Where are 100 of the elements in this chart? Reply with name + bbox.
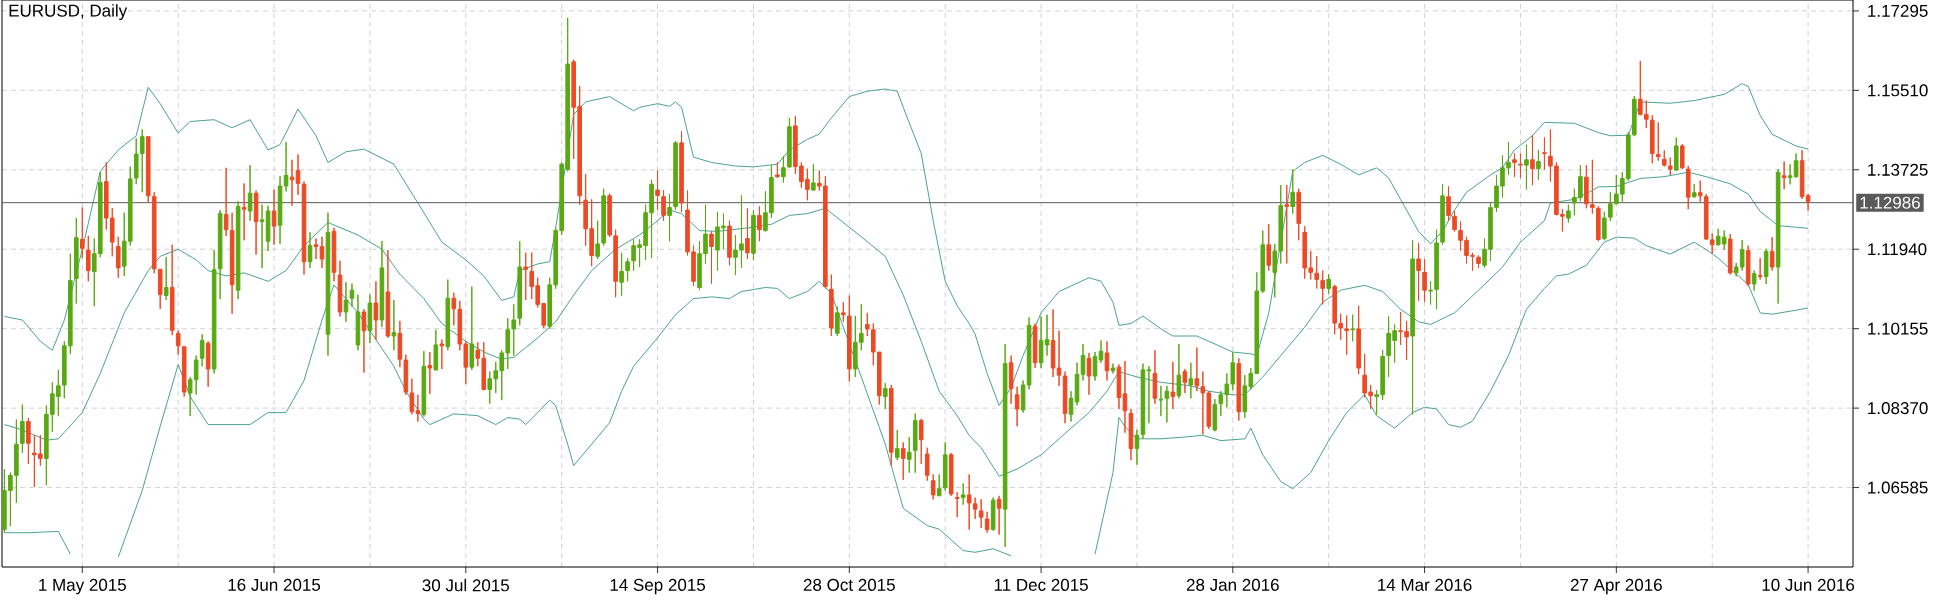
candlestick: [271, 189, 277, 246]
candlestick: [1691, 183, 1697, 199]
candlestick: [811, 163, 816, 191]
candlestick: [1452, 210, 1457, 232]
x-tick-label: 14 Mar 2016: [1378, 578, 1472, 591]
candlestick: [775, 161, 780, 179]
candlestick: [1356, 305, 1361, 375]
candlestick: [361, 308, 367, 374]
candlestick: [1524, 144, 1529, 191]
candlestick: [115, 236, 121, 279]
candlestick: [253, 189, 259, 256]
candlestick: [391, 299, 397, 351]
candlestick: [930, 473, 936, 500]
candlestick: [1584, 164, 1589, 209]
candlestick: [1530, 134, 1535, 186]
candlestick: [1512, 153, 1517, 178]
candlestick: [1092, 351, 1098, 382]
candlestick: [319, 236, 325, 269]
x-tick-label: 10 Jun 2016: [1762, 578, 1855, 591]
candlestick: [1763, 248, 1769, 285]
y-tick-label: 1.08370: [1868, 402, 1928, 415]
candlestick: [918, 418, 924, 465]
candlestick: [1320, 270, 1325, 305]
candlestick: [199, 333, 205, 367]
ref-line-label: 1.12986: [1860, 196, 1920, 209]
candlestick: [325, 212, 331, 357]
candlestick: [307, 231, 313, 269]
candlestick: [289, 159, 295, 207]
candlestick: [223, 167, 229, 237]
candlestick: [942, 441, 948, 491]
candlestick: [1152, 349, 1158, 405]
candlestick: [906, 436, 912, 474]
candlestick: [1649, 114, 1655, 164]
candlestick: [1176, 343, 1182, 399]
candlestick: [85, 235, 91, 282]
candlestick: [175, 330, 181, 356]
candlestick: [1428, 280, 1433, 305]
candlestick: [295, 153, 301, 196]
candlestick: [900, 441, 906, 481]
candlestick: [343, 281, 349, 323]
candlestick: [996, 495, 1002, 536]
candlestick: [349, 283, 355, 308]
candlestick: [1590, 159, 1595, 215]
candlestick: [841, 301, 846, 323]
candlestick: [163, 256, 169, 301]
x-tick-label: 28 Jan 2016: [1186, 578, 1279, 591]
candlestick: [1679, 143, 1685, 170]
candlestick: [1542, 137, 1547, 171]
candlestick: [157, 268, 163, 310]
candlestick: [847, 295, 852, 382]
candlestick: [469, 286, 475, 371]
y-tick-label: 1.17295: [1868, 4, 1928, 17]
candlestick: [679, 130, 684, 213]
candlestick: [894, 429, 900, 461]
candlestick: [217, 209, 223, 300]
candlestick: [1158, 385, 1164, 417]
candlestick: [1236, 357, 1242, 422]
candlestick: [1416, 242, 1421, 302]
candlestick: [241, 182, 247, 241]
candlestick: [1422, 258, 1427, 303]
candlestick: [26, 417, 31, 465]
candlestick: [145, 136, 151, 203]
x-tick-label: 1 May 2015: [39, 578, 126, 595]
candlestick: [80, 206, 85, 259]
candlestick: [835, 306, 840, 337]
candlestick: [1080, 343, 1086, 382]
candlestick: [745, 207, 750, 260]
candlestick: [751, 209, 756, 261]
candlestick: [1518, 153, 1523, 179]
candlestick: [709, 230, 714, 284]
y-tick-label: 1.10155: [1868, 322, 1928, 335]
candlestick: [1098, 339, 1104, 364]
candlestick: [625, 257, 630, 282]
candlestick: [1446, 185, 1451, 222]
candlestick: [1014, 386, 1020, 427]
candlestick: [247, 164, 253, 222]
chart-title: EURUSD, Daily: [9, 4, 128, 21]
candlestick: [445, 278, 451, 351]
candlestick: [1284, 184, 1290, 264]
candlestick: [283, 141, 289, 192]
candlestick: [1068, 390, 1074, 422]
x-tick-label: 28 Oct 2015: [803, 578, 895, 591]
x-tick-label: 30 Jul 2015: [422, 578, 510, 592]
candlestick: [1781, 161, 1787, 190]
candlestick: [1170, 361, 1176, 410]
candlestick: [337, 260, 343, 317]
candlestick: [421, 350, 427, 418]
candlestick: [984, 511, 990, 534]
y-tick-label: 1.06585: [1868, 481, 1928, 494]
candlestick: [439, 339, 445, 370]
candlestick: [990, 497, 996, 531]
candlestick: [882, 382, 888, 410]
candlestick: [1188, 362, 1194, 399]
candlestick: [427, 351, 433, 395]
candlestick: [1116, 364, 1122, 410]
candlestick: [948, 452, 954, 497]
candlestick: [517, 240, 523, 326]
candlestick: [433, 329, 439, 372]
candlestick: [1326, 273, 1331, 295]
candlestick: [1296, 188, 1302, 241]
